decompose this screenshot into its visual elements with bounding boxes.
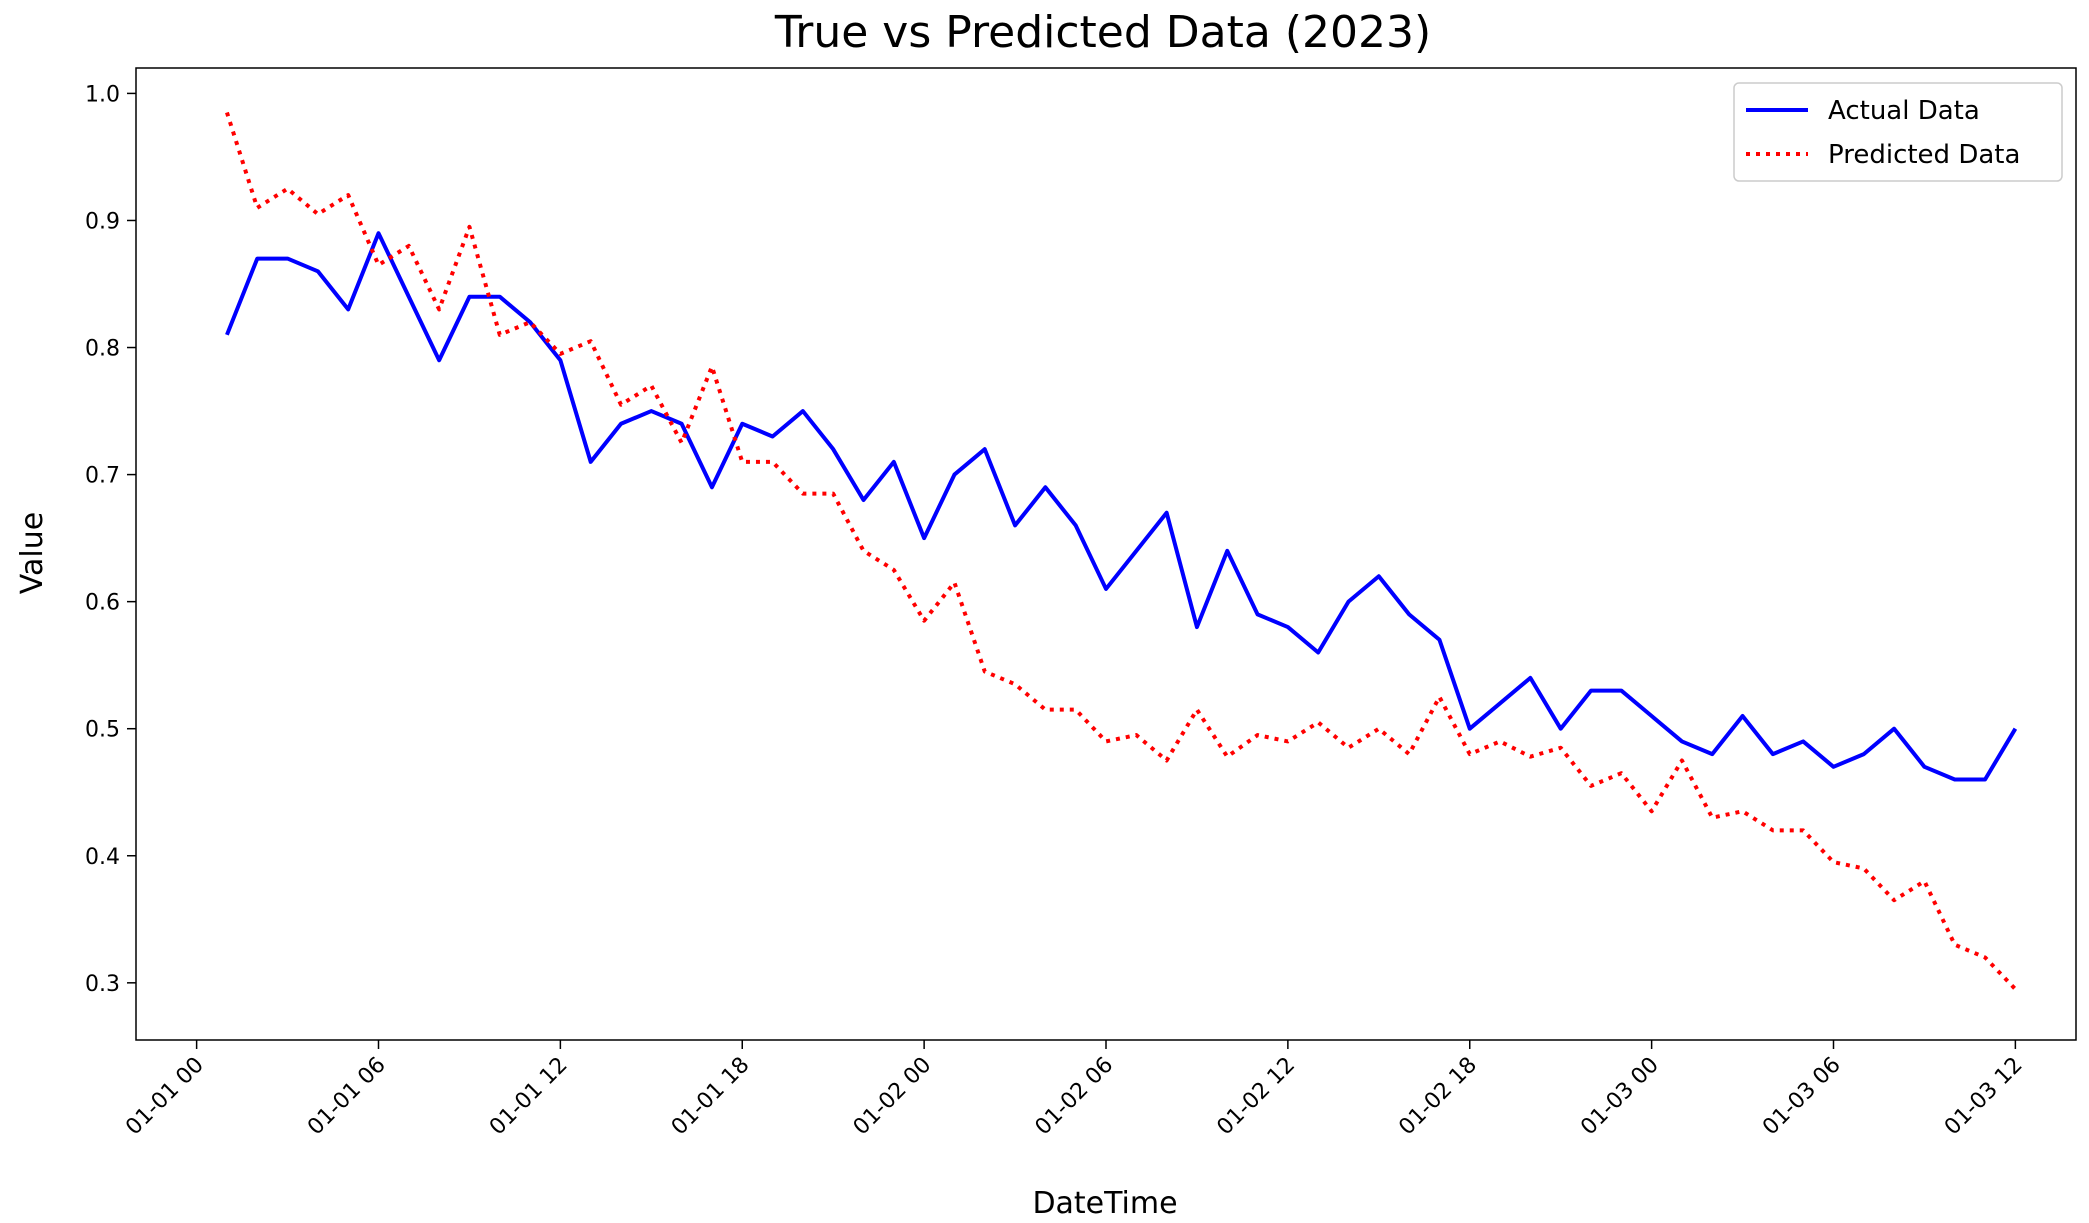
chart-title: True vs Predicted Data (2023) (774, 7, 1431, 58)
y-tick-label: 1.0 (85, 82, 120, 107)
y-tick-label: 0.8 (85, 337, 120, 362)
legend-box (1733, 82, 2063, 182)
y-tick-label: 0.4 (85, 845, 120, 870)
y-tick-label: 0.9 (85, 209, 120, 234)
legend-label: Actual Data (1828, 96, 1980, 126)
legend-label: Predicted Data (1828, 140, 2020, 170)
y-tick-label: 0.5 (85, 718, 120, 743)
predicted-data-line (225, 111, 2017, 991)
actual-data-line (225, 231, 2018, 782)
y-tick-label: 0.3 (85, 972, 120, 997)
legend: Actual Data Predicted Data (1733, 82, 2063, 182)
plot-frame (135, 67, 2077, 1041)
y-tick-label: 0.7 (85, 464, 120, 489)
y-axis-label: Value (15, 512, 50, 594)
y-tick-label: 0.6 (85, 591, 120, 616)
x-axis-label: DateTime (1032, 1186, 1177, 1221)
series-layer (225, 111, 2018, 991)
y-axis: 0.3 0.4 0.5 0.6 0.7 0.8 0.9 1.0 (85, 82, 136, 997)
